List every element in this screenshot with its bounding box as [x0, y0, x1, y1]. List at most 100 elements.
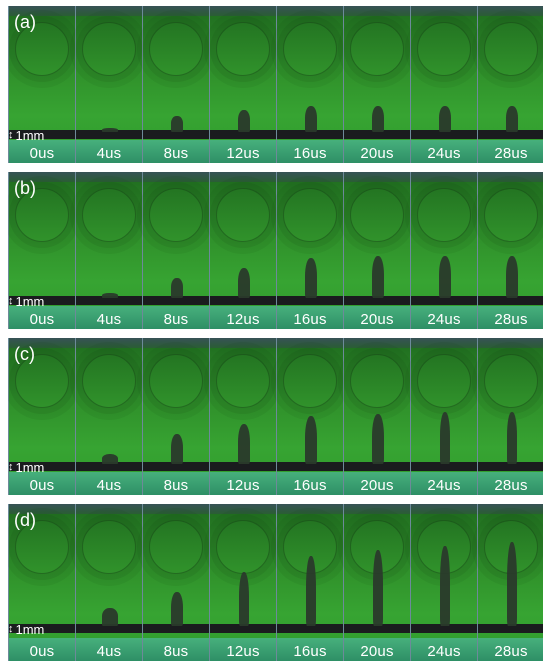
- panel-c: 0us 4us 8us 12us 16us 20us 24us 28us (c) ↕ 1mm: [8, 338, 543, 495]
- time-label: 24us: [427, 477, 461, 494]
- jet-plume: [304, 258, 317, 298]
- jet-plume: [238, 572, 249, 626]
- ground-strip: [76, 638, 142, 661]
- time-label: 28us: [494, 643, 528, 660]
- frame: 8us: [142, 172, 209, 329]
- scale-label: 1mm: [15, 622, 45, 637]
- time-label: 0us: [29, 145, 55, 162]
- ring-pattern: [484, 188, 538, 242]
- frame: 8us: [142, 6, 209, 163]
- scale-bar: ↕ 1mm: [8, 460, 44, 475]
- time-label: 20us: [360, 477, 394, 494]
- ring-pattern: [484, 22, 538, 76]
- wire: [9, 130, 75, 139]
- jet-plume: [237, 424, 250, 464]
- jet-plume: [101, 293, 118, 298]
- panel-label: (b): [14, 178, 36, 198]
- frame: 16us: [276, 6, 343, 163]
- ring-pattern: [15, 188, 69, 242]
- wire: [277, 624, 343, 633]
- ground-strip: [478, 306, 543, 329]
- frame: 24us: [410, 6, 477, 163]
- double-arrow-icon: ↕: [8, 461, 14, 473]
- ring-pattern: [350, 354, 404, 408]
- wire: [277, 296, 343, 305]
- ring-pattern: [350, 22, 404, 76]
- time-label: 8us: [163, 643, 189, 660]
- scale-label: 1mm: [15, 460, 45, 475]
- double-arrow-icon: ↕: [8, 295, 14, 307]
- wire: [143, 462, 209, 471]
- frame: 12us: [209, 504, 276, 661]
- ring-pattern: [216, 520, 270, 574]
- ground-strip: [210, 472, 276, 495]
- jet-plume: [371, 414, 384, 464]
- frame: 4us: [75, 338, 142, 495]
- wire: [277, 462, 343, 471]
- time-label: 0us: [29, 643, 55, 660]
- wire: [143, 296, 209, 305]
- ground-strip: [210, 638, 276, 661]
- ring-pattern: [82, 354, 136, 408]
- jet-plume: [304, 106, 317, 132]
- jet-plume: [438, 106, 451, 132]
- wire: [9, 296, 75, 305]
- time-label: 8us: [163, 311, 189, 328]
- frame: 20us: [343, 504, 410, 661]
- ground-strip: [478, 140, 543, 163]
- time-label: 4us: [96, 643, 122, 660]
- time-label: 8us: [163, 477, 189, 494]
- ground-strip: [210, 306, 276, 329]
- frame: 24us: [410, 504, 477, 661]
- wire: [478, 462, 543, 471]
- jet-plume: [304, 416, 317, 464]
- jet-plume: [506, 412, 517, 464]
- panel-b: 0us 4us 8us 12us 16us 20us 24us 28us (b) ↕ 1mm: [8, 172, 543, 329]
- time-label: 12us: [226, 145, 260, 162]
- frame: 8us: [142, 338, 209, 495]
- ring-pattern: [82, 520, 136, 574]
- frame: 4us: [75, 172, 142, 329]
- jet-plume: [170, 434, 183, 464]
- jet-plume: [371, 106, 384, 132]
- ground-strip: [478, 472, 543, 495]
- ring-pattern: [216, 354, 270, 408]
- ring-pattern: [417, 22, 471, 76]
- frame: 0us: [8, 172, 75, 329]
- time-label: 16us: [293, 145, 327, 162]
- wire: [411, 130, 477, 139]
- frame: 16us: [276, 504, 343, 661]
- frame: 0us: [8, 6, 75, 163]
- time-label: 8us: [163, 145, 189, 162]
- ring-pattern: [283, 22, 337, 76]
- frame: 16us: [276, 338, 343, 495]
- ring-pattern: [149, 520, 203, 574]
- frame: 16us: [276, 172, 343, 329]
- ring-pattern: [417, 354, 471, 408]
- wire: [9, 624, 75, 633]
- time-label: 24us: [427, 643, 461, 660]
- ground-strip: [344, 306, 410, 329]
- jet-plume: [371, 256, 384, 298]
- jet-plume: [237, 268, 250, 298]
- frame: 20us: [343, 6, 410, 163]
- frame: 28us: [477, 6, 543, 163]
- ground-strip: [411, 306, 477, 329]
- time-label: 4us: [96, 477, 122, 494]
- ground-strip: [344, 140, 410, 163]
- double-arrow-icon: ↕: [8, 623, 14, 635]
- scale-bar: ↕ 1mm: [8, 128, 44, 143]
- time-label: 12us: [226, 311, 260, 328]
- frame: 12us: [209, 172, 276, 329]
- wire: [411, 624, 477, 633]
- ring-pattern: [15, 22, 69, 76]
- ring-pattern: [15, 520, 69, 574]
- jet-plume: [305, 556, 316, 626]
- time-label: 12us: [226, 643, 260, 660]
- ground-strip: [9, 638, 75, 661]
- wire: [344, 624, 410, 633]
- ground-strip: [143, 638, 209, 661]
- double-arrow-icon: ↕: [8, 129, 14, 141]
- wire: [143, 624, 209, 633]
- scale-bar: ↕ 1mm: [8, 294, 44, 309]
